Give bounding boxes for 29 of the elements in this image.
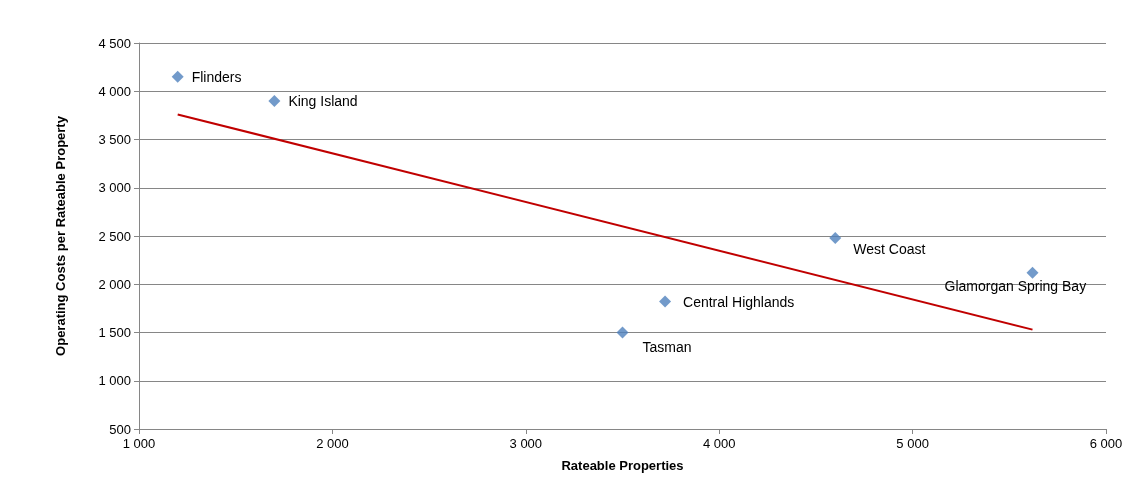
- point: [616, 326, 629, 339]
- x-tick-label: 1 000: [122, 436, 156, 451]
- x-tick-label: 5 000: [896, 436, 929, 451]
- annotation: Central Highlands: [683, 293, 795, 310]
- y-axis-title: Operating Costs per Rateable Property: [53, 115, 68, 356]
- point: [659, 295, 672, 308]
- y-tick-label: 4 000: [98, 83, 131, 99]
- x-axis-title: Rateable Properties: [561, 458, 684, 473]
- point: [829, 231, 842, 244]
- annotation: Glamorgan Spring Bay: [944, 277, 1087, 294]
- annotation: West Coast: [853, 240, 926, 257]
- y-tick-label: 3 000: [98, 180, 131, 196]
- x-tick-label: 3 000: [509, 436, 543, 451]
- x-tick-label: 2 000: [316, 436, 349, 451]
- annotation: Tasman: [642, 338, 692, 355]
- point: [268, 94, 281, 107]
- x-tick-label: 6 000: [1089, 436, 1123, 451]
- y-tick-label: 1 000: [98, 373, 131, 389]
- y-tick-label: 3 500: [98, 132, 131, 147]
- annotation: Flinders: [191, 68, 242, 85]
- annotation: King Island: [288, 92, 358, 109]
- y-tick-label: 500: [109, 421, 131, 437]
- x-tick-label: 4 000: [702, 436, 736, 451]
- point: [1026, 266, 1039, 279]
- y-tick-label: 4 500: [98, 35, 131, 51]
- y-tick-label: 2 000: [98, 276, 131, 292]
- y-tick-label: 2 500: [98, 228, 131, 244]
- point: [171, 70, 184, 83]
- y-tick-label: 1 500: [98, 325, 131, 340]
